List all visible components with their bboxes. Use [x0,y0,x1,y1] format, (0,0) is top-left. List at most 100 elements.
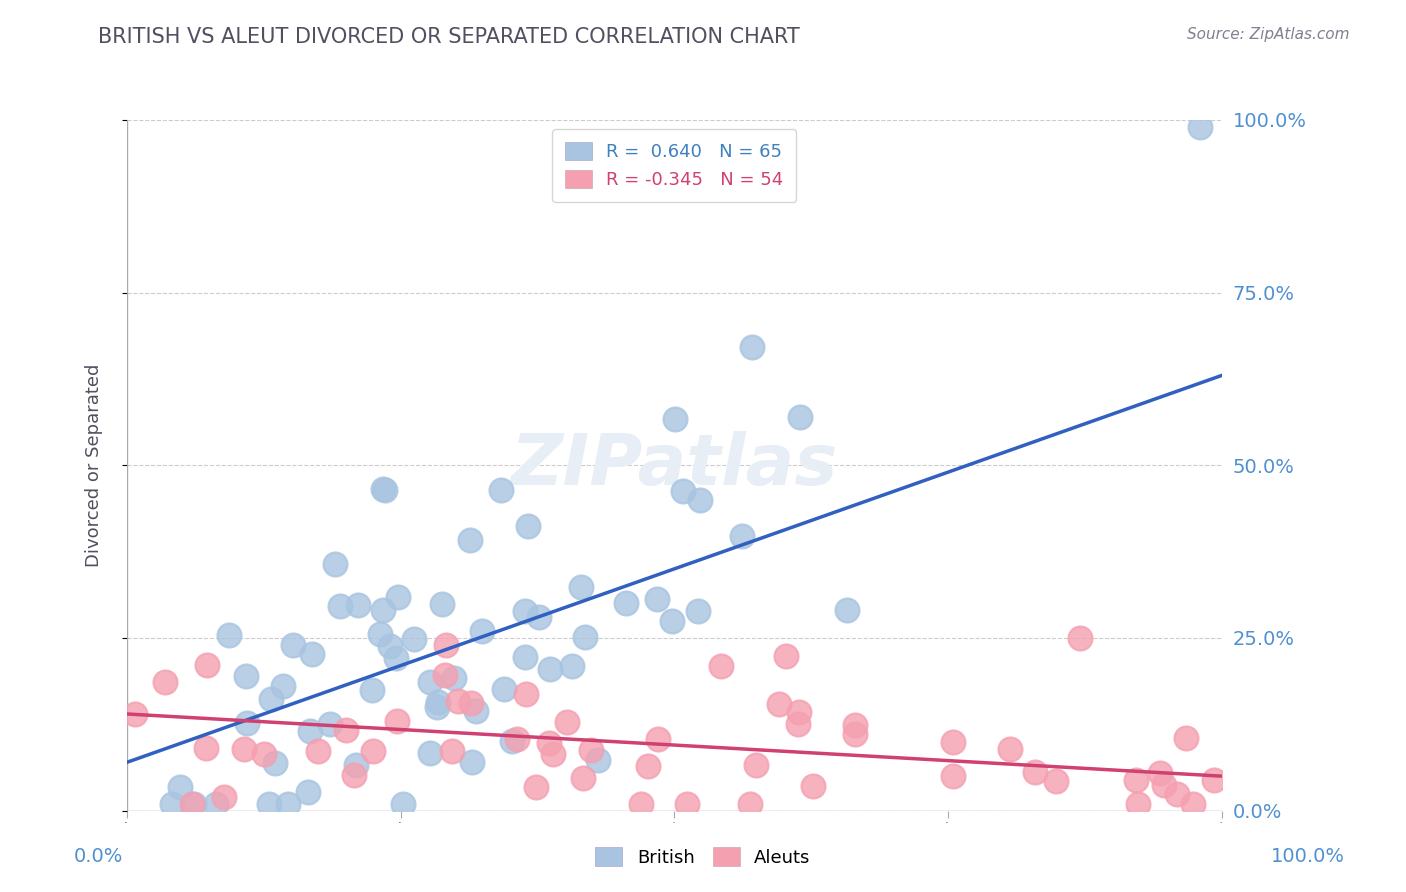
Point [419,747,441,761]
Point [297,785,319,799]
Point [260,691,283,706]
Point [426,695,449,709]
Point [347,598,370,612]
Point [323,557,346,571]
Point [335,723,357,737]
Point [195,741,218,756]
Point [789,409,811,424]
Point [645,592,668,607]
Point [637,758,659,772]
Point [371,603,394,617]
Point [277,797,299,811]
Point [232,742,254,756]
Point [686,604,709,618]
Point [1024,764,1046,779]
Y-axis label: Divorced or Separated: Divorced or Separated [86,364,103,567]
Point [299,723,322,738]
Point [361,744,384,758]
Point [801,779,824,793]
Point [491,483,513,498]
Point [835,603,858,617]
Point [458,533,481,547]
Point [218,627,240,641]
Point [271,679,294,693]
Legend: R =  0.640   N = 65, R = -0.345   N = 54: R = 0.640 N = 65, R = -0.345 N = 54 [553,129,796,202]
Point [402,632,425,647]
Point [561,659,583,673]
Point [731,529,754,543]
Point [426,700,449,714]
Point [745,757,768,772]
Point [689,492,711,507]
Point [195,658,218,673]
Point [385,651,408,665]
Point [465,704,488,718]
Point [506,731,529,746]
Point [329,599,352,613]
Point [998,741,1021,756]
Point [1045,773,1067,788]
Text: ZIPatlas: ZIPatlas [510,431,838,500]
Legend: British, Aleuts: British, Aleuts [588,840,818,874]
Point [581,743,603,757]
Point [787,716,810,731]
Point [541,747,564,761]
Point [368,627,391,641]
Point [768,697,790,711]
Point [741,340,763,354]
Point [515,604,537,618]
Point [447,694,470,708]
Point [569,580,592,594]
Point [1128,797,1150,811]
Point [555,714,578,729]
Point [360,683,382,698]
Point [671,483,693,498]
Point [235,668,257,682]
Point [1153,778,1175,792]
Point [571,771,593,785]
Point [1166,787,1188,801]
Point [392,797,415,811]
Point [124,707,146,722]
Point [236,716,259,731]
Point [263,756,285,770]
Text: BRITISH VS ALEUT DIVORCED OR SEPARATED CORRELATION CHART: BRITISH VS ALEUT DIVORCED OR SEPARATED C… [98,27,800,46]
Point [471,624,494,639]
Point [675,797,697,811]
Point [1069,631,1091,645]
Point [513,650,536,665]
Point [710,658,733,673]
Point [1188,120,1211,134]
Point [419,675,441,690]
Point [1204,772,1226,787]
Point [664,411,686,425]
Point [374,483,396,497]
Point [434,668,457,682]
Point [443,671,465,685]
Point [380,639,402,653]
Point [942,769,965,783]
Point [515,688,537,702]
Point [283,638,305,652]
Point [153,675,176,690]
Point [387,590,409,604]
Point [537,736,560,750]
Point [181,797,204,811]
Point [343,767,366,781]
Point [169,780,191,794]
Point [1125,772,1147,787]
Point [204,797,226,811]
Point [436,638,458,652]
Point [738,797,761,811]
Point [1149,766,1171,780]
Point [844,717,866,731]
Point [440,744,463,758]
Point [492,681,515,696]
Point [1182,797,1205,811]
Point [319,717,342,731]
Point [160,797,183,811]
Point [253,747,276,761]
Point [1175,731,1198,745]
Point [259,797,281,811]
Text: 0.0%: 0.0% [73,847,124,866]
